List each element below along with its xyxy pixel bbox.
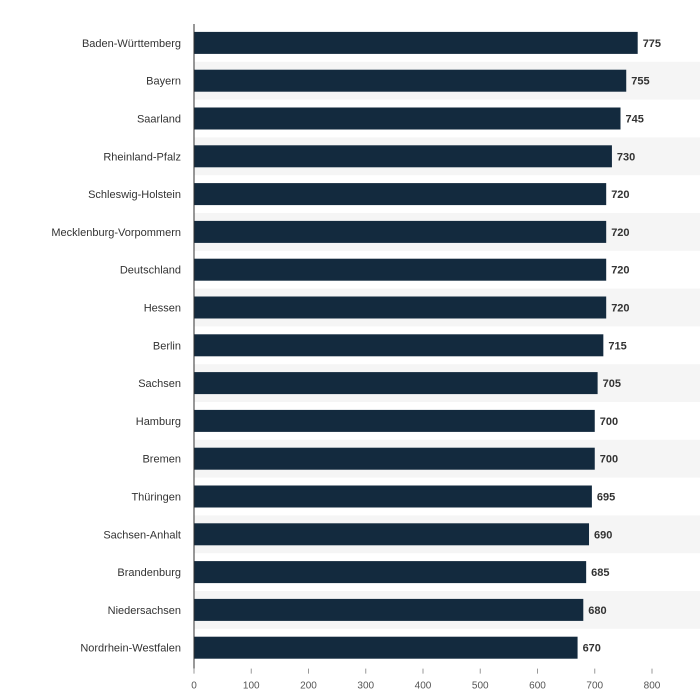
x-tick-label: 200 [300, 681, 317, 692]
value-label: 705 [603, 378, 621, 390]
x-tick-label: 500 [472, 681, 489, 692]
value-label: 720 [611, 265, 629, 277]
category-label: Baden-Württemberg [82, 38, 181, 50]
value-label: 730 [617, 151, 635, 163]
value-label: 720 [611, 227, 629, 239]
bar[interactable] [194, 372, 598, 395]
bar[interactable] [194, 31, 638, 54]
category-label: Deutschland [120, 265, 181, 277]
category-label: Bayern [146, 76, 181, 88]
bar[interactable] [194, 598, 584, 621]
category-label: Thüringen [131, 492, 181, 504]
category-label: Hamburg [136, 416, 181, 428]
value-label: 695 [597, 492, 615, 504]
x-tick-label: 800 [644, 681, 661, 692]
category-label: Mecklenburg-Vorpommern [51, 227, 181, 239]
category-label: Brandenburg [117, 567, 181, 579]
category-label: Nordrhein-Westfalen [80, 643, 181, 655]
category-label: Schleswig-Holstein [88, 189, 181, 201]
value-label: 690 [594, 529, 612, 541]
x-tick-label: 400 [415, 681, 432, 692]
bar[interactable] [194, 334, 604, 357]
category-label: Sachsen [138, 378, 181, 390]
category-label: Berlin [153, 340, 181, 352]
bar[interactable] [194, 258, 607, 281]
bar[interactable] [194, 523, 590, 546]
value-label: 685 [591, 567, 609, 579]
bar[interactable] [194, 636, 578, 659]
value-label: 670 [583, 643, 601, 655]
category-label: Saarland [137, 114, 181, 126]
category-label: Rheinland-Pfalz [103, 151, 181, 163]
value-label: 745 [626, 114, 644, 126]
x-tick-label: 0 [191, 681, 197, 692]
bar[interactable] [194, 409, 595, 432]
value-label: 700 [600, 416, 618, 428]
bar[interactable] [194, 145, 612, 168]
value-label: 680 [588, 605, 606, 617]
bar[interactable] [194, 447, 595, 470]
value-label: 700 [600, 454, 618, 466]
bar[interactable] [194, 220, 607, 243]
category-label: Hessen [144, 303, 181, 315]
value-label: 775 [643, 38, 661, 50]
category-label: Niedersachsen [108, 605, 181, 617]
bar[interactable] [194, 107, 621, 130]
bar[interactable] [194, 69, 627, 92]
x-tick-label: 300 [357, 681, 374, 692]
x-tick-label: 600 [529, 681, 546, 692]
value-label: 720 [611, 303, 629, 315]
bar[interactable] [194, 183, 607, 206]
category-label: Sachsen-Anhalt [103, 529, 181, 541]
x-tick-label: 700 [586, 681, 603, 692]
value-label: 715 [608, 340, 626, 352]
bar[interactable] [194, 561, 587, 584]
bar[interactable] [194, 485, 592, 508]
value-label: 720 [611, 189, 629, 201]
x-tick-label: 100 [243, 681, 260, 692]
category-label: Bremen [142, 454, 181, 466]
bar[interactable] [194, 296, 607, 319]
value-label: 755 [631, 76, 649, 88]
